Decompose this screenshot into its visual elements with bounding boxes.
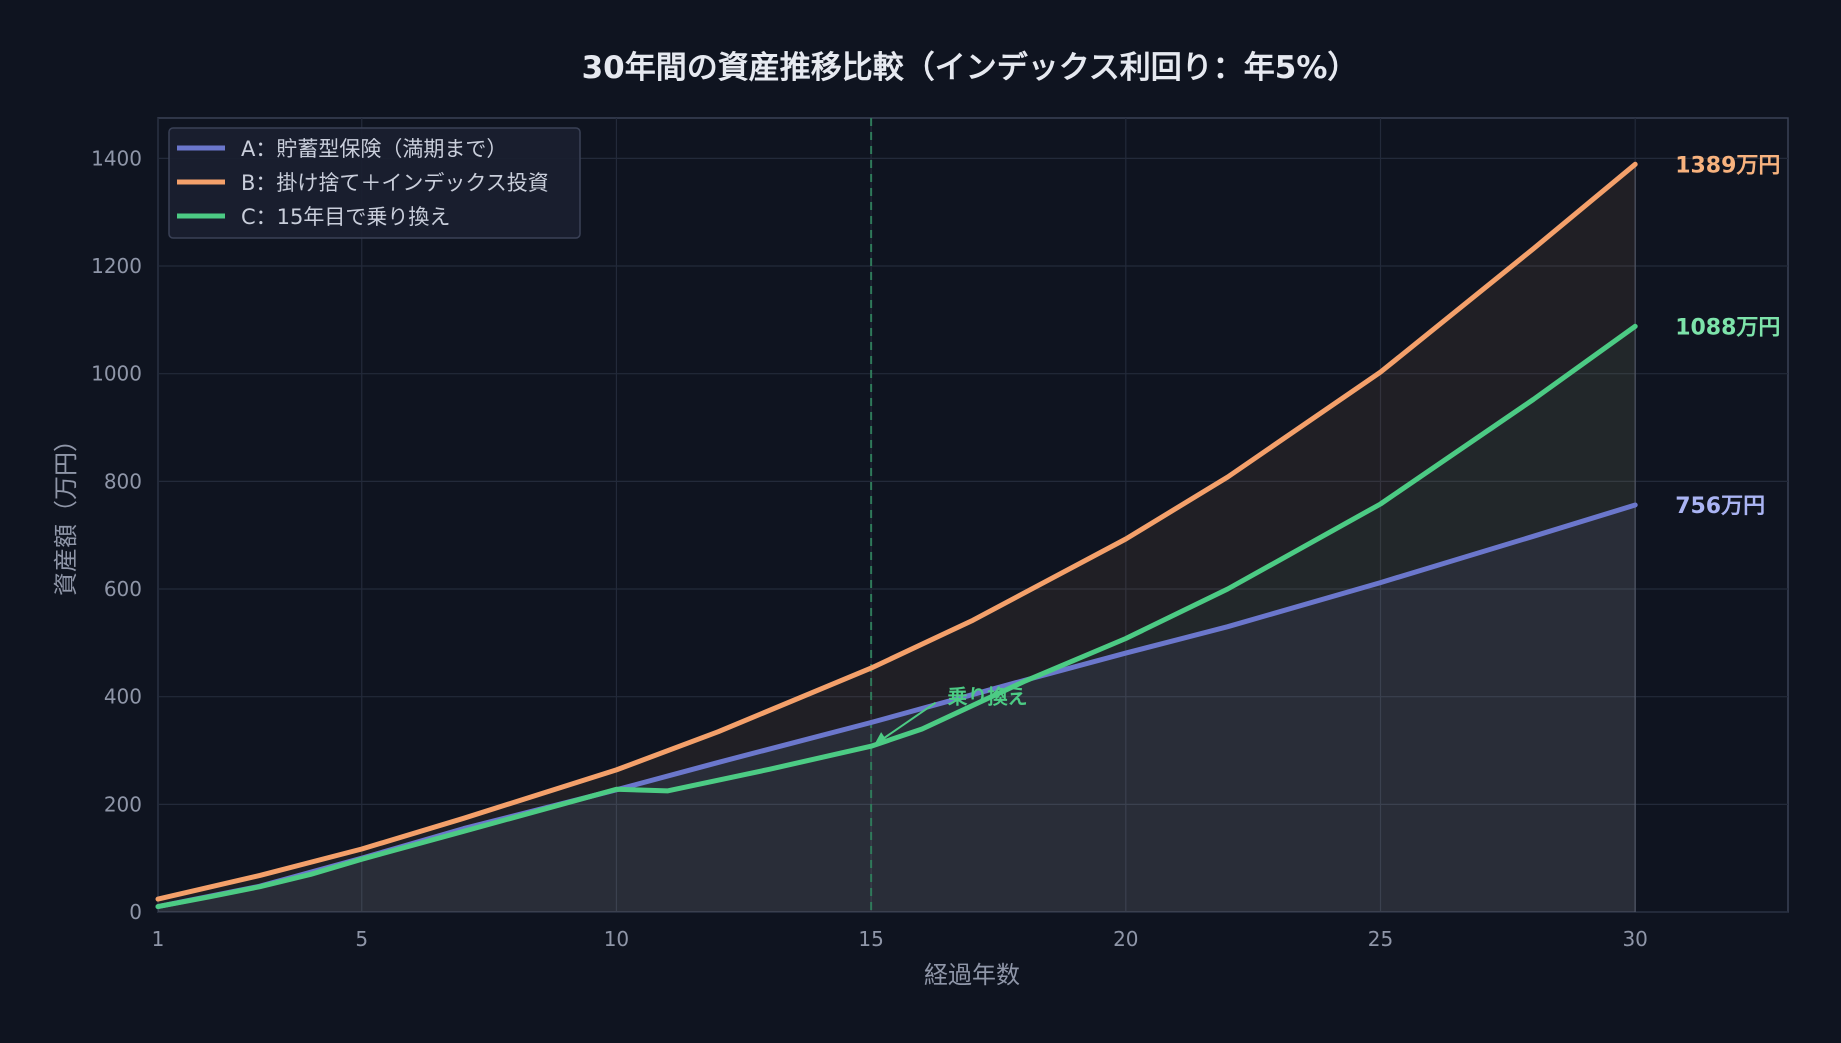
y-tick-label: 1400	[91, 146, 142, 170]
series-line-b	[155, 161, 1638, 902]
x-tick-label: 1	[152, 927, 165, 951]
annotation-arrowhead	[875, 732, 888, 744]
legend-entry-a: A：貯蓄型保険（満期まで）	[241, 137, 507, 161]
legend: A：貯蓄型保険（満期まで） B：掛け捨て＋インデックス投資 C：15年目で乗り換え	[168, 127, 581, 239]
y-tick-label: 1000	[91, 362, 142, 386]
area-under-a	[158, 505, 1636, 912]
end-label-c: 1088万円	[1675, 315, 1780, 340]
x-tick-label: 20	[1113, 927, 1138, 951]
series-lines	[155, 161, 1638, 910]
chart-title: 30年間の資産推移比較（インデックス利回り：年5%）	[582, 50, 1359, 86]
legend-box	[168, 127, 581, 239]
x-tick-label: 10	[604, 927, 629, 951]
y-tick-label: 200	[104, 792, 142, 816]
annotation: 乗り換え	[875, 685, 1028, 744]
legend-entry-b: B：掛け捨て＋インデックス投資	[241, 171, 549, 195]
y-tick-label: 400	[104, 685, 142, 709]
series-line-c	[155, 323, 1638, 910]
y-tick-label: 600	[104, 577, 142, 601]
x-ticks: 1 5 10 15 20 25 30	[152, 927, 1648, 951]
end-label-a: 756万円	[1675, 494, 1765, 519]
y-tick-label: 800	[104, 469, 142, 493]
x-tick-label: 30	[1622, 927, 1647, 951]
end-labels: 756万円 1389万円 1088万円	[1675, 153, 1780, 519]
legend-entry-c: C：15年目で乗り換え	[241, 205, 450, 229]
area-between-a-c	[1023, 326, 1636, 682]
x-axis-label: 経過年数	[924, 961, 1020, 989]
plot-background	[157, 117, 1789, 913]
x-tick-label: 5	[355, 927, 368, 951]
x-tick-label: 15	[858, 927, 883, 951]
annotation-arrow	[880, 701, 937, 741]
x-tick-label: 25	[1368, 927, 1393, 951]
end-label-b: 1389万円	[1675, 153, 1780, 178]
area-between-a-b	[158, 164, 1636, 907]
y-ticks: 0 200 400 600 800 1000 1200 1400	[91, 146, 142, 924]
annotation-label: 乗り換え	[948, 685, 1028, 709]
plot-frame	[157, 117, 1789, 913]
y-tick-label: 1200	[91, 254, 142, 278]
y-tick-label: 0	[129, 900, 142, 924]
y-axis-label: 資産額（万円）	[52, 428, 80, 596]
area-fills	[158, 164, 1636, 912]
